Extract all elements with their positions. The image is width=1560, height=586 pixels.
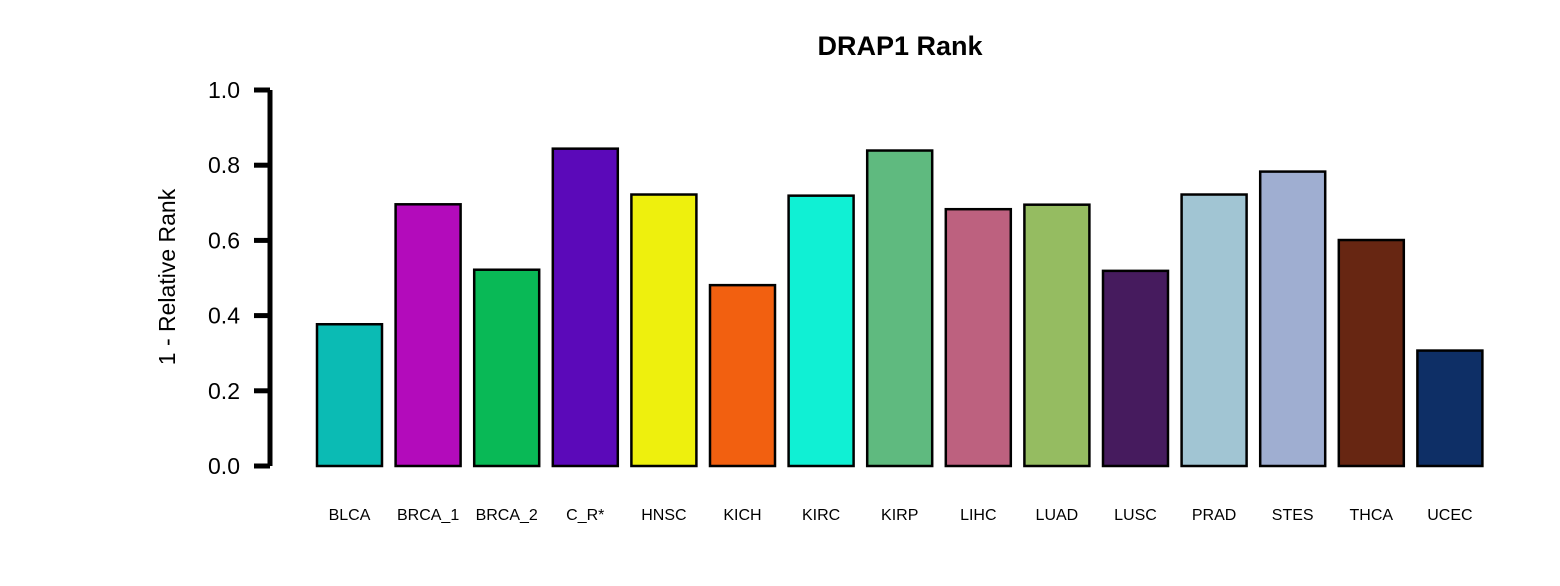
x-tick-label: BRCA_1 (397, 507, 459, 524)
bar-stes (1258, 170, 1327, 468)
chart-title: DRAP1 Rank (817, 31, 983, 61)
y-axis: 0.0 0.2 0.4 0.6 0.8 1.0 (208, 77, 273, 479)
x-tick-label: C_R* (566, 507, 604, 524)
bar-lusc (1101, 269, 1170, 468)
bar-hnsc (630, 193, 698, 468)
bars (315, 147, 1484, 468)
bar-blca (315, 322, 384, 468)
bar-kich (708, 283, 777, 468)
x-tick-label: PRAD (1192, 507, 1236, 524)
x-tick-label: LUSC (1114, 507, 1157, 524)
y-tick-label: 0.2 (208, 378, 240, 404)
x-tick-label: BLCA (329, 507, 371, 524)
y-tick-label: 0.0 (208, 453, 240, 479)
bar-brca-1 (394, 203, 462, 468)
x-tick-label: KIRP (881, 507, 918, 524)
bar-brca-2 (472, 268, 541, 468)
bar-kirp (865, 149, 934, 468)
bar-lihc (944, 207, 1013, 468)
bar-prad (1180, 193, 1248, 468)
x-tick-label: LUAD (1036, 507, 1079, 524)
bar-luad (1023, 203, 1091, 468)
x-tick-label: STES (1272, 507, 1314, 524)
bar-thca (1337, 238, 1406, 468)
y-tick-label: 0.4 (208, 303, 240, 329)
x-tick-label: HNSC (641, 507, 686, 524)
y-axis-label: 1 - Relative Rank (154, 188, 180, 365)
bar-ucec (1416, 349, 1484, 468)
x-tick-label: LIHC (960, 507, 996, 524)
x-tick-label: BRCA_2 (476, 507, 538, 524)
x-tick-label: UCEC (1427, 507, 1472, 524)
y-tick-label: 1.0 (208, 77, 240, 103)
bar-kirc (787, 194, 855, 468)
x-tick-label: KICH (723, 507, 761, 524)
x-tick-label: THCA (1350, 507, 1394, 524)
category-labels: BLCA BRCA_1 BRCA_2 C_R* HNSC KICH KIRC KIRP LIHC… (329, 507, 1473, 524)
x-tick-label: KIRC (802, 507, 840, 524)
bar-c-r (551, 147, 620, 468)
y-tick-label: 0.8 (208, 152, 240, 178)
y-tick-label: 0.6 (208, 227, 240, 253)
